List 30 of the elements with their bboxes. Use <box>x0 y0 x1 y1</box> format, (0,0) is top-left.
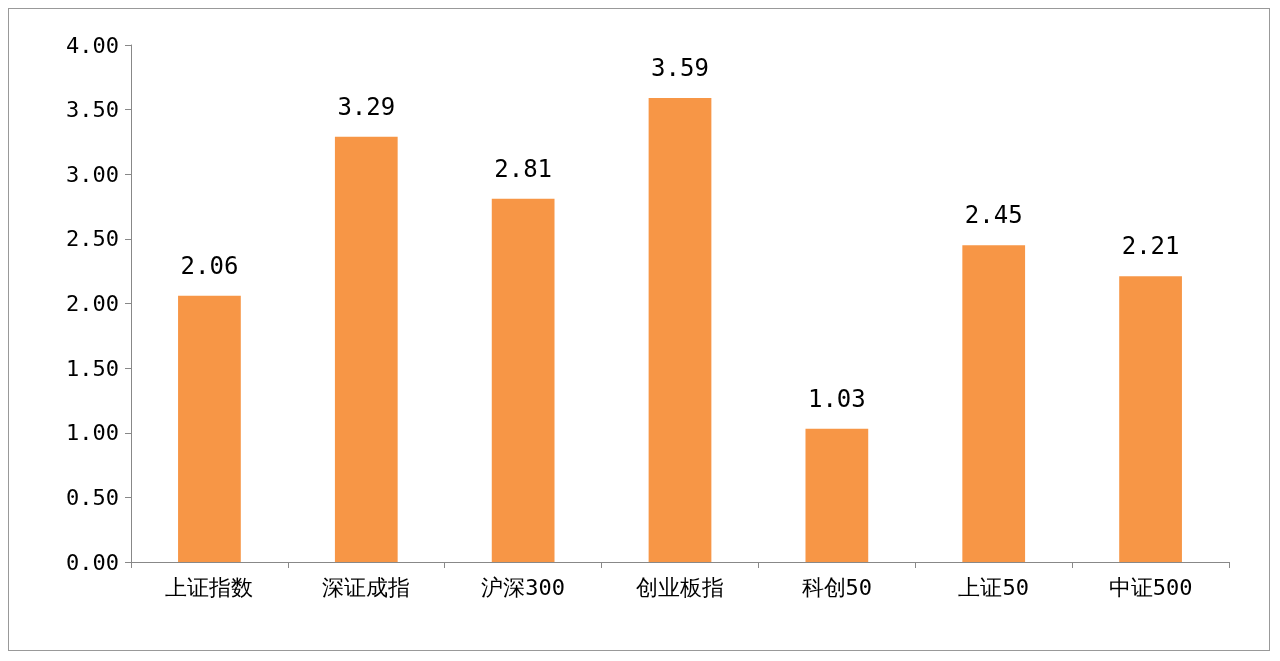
bar <box>1119 276 1182 562</box>
y-tick-label: 4.00 <box>66 32 119 58</box>
x-tick-label: 创业板指 <box>636 574 724 600</box>
data-label: 3.59 <box>651 53 709 82</box>
data-label: 2.06 <box>180 251 239 280</box>
bar <box>805 428 869 562</box>
x-tick-label: 深证成指 <box>322 574 411 600</box>
y-tick-label: 0.50 <box>66 484 119 510</box>
x-tick-label: 上证指数 <box>165 574 254 600</box>
y-tick-label: 0.00 <box>66 549 119 575</box>
bar <box>491 198 555 562</box>
x-tick-label: 科创50 <box>801 574 873 600</box>
data-label: 2.81 <box>494 154 553 183</box>
bar <box>962 245 1026 562</box>
bar <box>648 97 712 562</box>
data-label: 3.29 <box>337 92 396 121</box>
bar <box>334 136 398 562</box>
data-label: 1.03 <box>807 384 866 413</box>
y-tick-label: 2.00 <box>66 291 119 316</box>
x-tick-label: 中证500 <box>1108 574 1193 600</box>
bar <box>178 295 241 562</box>
y-tick-label: 2.50 <box>66 226 119 252</box>
y-tick-label: 1.00 <box>66 420 119 446</box>
data-label: 2.21 <box>1121 232 1180 261</box>
x-tick-label: 上证50 <box>958 574 1029 600</box>
data-label: 2.45 <box>964 201 1023 230</box>
y-tick-label: 3.00 <box>66 161 119 187</box>
y-tick-label: 1.50 <box>66 355 119 381</box>
y-tick-label: 3.50 <box>66 97 119 123</box>
x-tick-label: 沪深300 <box>481 574 566 600</box>
